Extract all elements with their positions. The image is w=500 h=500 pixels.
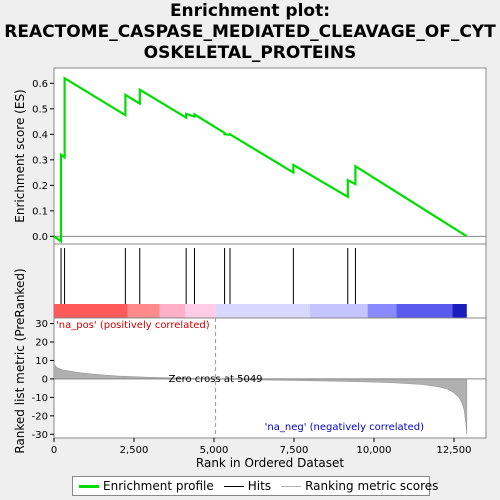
- hits-panel: [53, 243, 487, 319]
- metric-ytick-label: 30: [35, 319, 48, 330]
- legend-item-hits: Hits: [223, 479, 272, 493]
- es-ytick-label: 0.3: [32, 155, 48, 166]
- legend-item-metric: Ranking metric scores: [281, 479, 438, 493]
- metric-panel: 30 20 10 0 -10 -20 -30 'na_pos' (positively cor…: [13, 268, 487, 454]
- es-ytick-label: 0.5: [32, 104, 48, 115]
- heat-bar-segment: [127, 304, 160, 318]
- xtick-label: 10,000: [357, 445, 392, 456]
- legend-item-es: Enrichment profile: [79, 479, 214, 493]
- title-line-3: OSKELETAL_PROTEINS: [143, 43, 357, 63]
- enrichment-chart: 0.0 0.1 0.2 0.3 0.4 0.5 0.6 Enrichment score (E…: [13, 67, 487, 470]
- metric-ytick-label: 0: [42, 374, 48, 385]
- legend-hits-label: Hits: [247, 479, 272, 493]
- es-panel: 0.0 0.1 0.2 0.3 0.4 0.5 0.6 Enrichment score (E…: [13, 67, 487, 245]
- es-ytick-label: 0.0: [32, 232, 48, 243]
- es-plot-area: [53, 67, 487, 245]
- x-axis-label: Rank in Ordered Dataset: [196, 456, 344, 470]
- metric-ytick-label: 10: [35, 356, 48, 367]
- metric-ytick-label: 20: [35, 338, 48, 349]
- es-ytick-label: 0.2: [32, 181, 48, 192]
- heat-bar-segment: [310, 304, 368, 318]
- xtick-label: 5,000: [200, 445, 229, 456]
- legend: Enrichment profile Hits Ranking metric s…: [72, 476, 438, 496]
- es-ytick-label: 0.1: [32, 206, 48, 217]
- xtick-label: 0: [51, 445, 57, 456]
- legend-hits-swatch: [223, 485, 244, 487]
- legend-metric-label: Ranking metric scores: [305, 479, 439, 493]
- es-ytick-label: 0.4: [32, 130, 48, 141]
- heat-bar-segment: [367, 304, 397, 318]
- x-axis: 0 2,500 5,000 7,500 10,000 12,500 Rank in Orde…: [51, 438, 472, 470]
- es-ylabel: Enrichment score (ES): [13, 89, 27, 222]
- title-line-1: Enrichment plot:: [169, 1, 331, 21]
- pos-correlated-label: 'na_pos' (positively correlated): [56, 320, 210, 331]
- title-line-2: REACTOME_CASPASE_MEDIATED_CLEAVAGE_OF_CY…: [4, 22, 496, 42]
- metric-ylabel: Ranked list metric (PreRanked): [13, 268, 27, 453]
- neg-correlated-label: 'na_neg' (negatively correlated): [265, 422, 424, 433]
- es-profile-line: [53, 76, 468, 244]
- metric-ytick-label: -10: [32, 393, 48, 404]
- chart-title: Enrichment plot: REACTOME_CASPASE_MEDIAT…: [0, 1, 500, 64]
- heat-bar-segment: [396, 304, 453, 318]
- legend-es-swatch: [79, 484, 99, 488]
- es-ytick-label: 0.6: [32, 79, 48, 90]
- heat-bar-segment: [185, 304, 216, 318]
- ranking-metric-area: [53, 363, 468, 435]
- heat-bar-segment: [452, 304, 467, 318]
- heat-bar-segment: [159, 304, 186, 318]
- heat-bar-segment: [215, 304, 310, 318]
- xtick-label: 12,500: [437, 445, 472, 456]
- legend-es-label: Enrichment profile: [103, 479, 214, 493]
- metric-ytick-label: -30: [32, 430, 48, 441]
- metric-ytick-label: -20: [32, 411, 48, 422]
- xtick-label: 2,500: [120, 445, 149, 456]
- heat-bar-segment: [54, 304, 128, 318]
- legend-metric-swatch: [281, 485, 302, 487]
- zero-cross-label: Zero cross at 5049: [169, 374, 263, 385]
- xtick-label: 7,500: [280, 445, 309, 456]
